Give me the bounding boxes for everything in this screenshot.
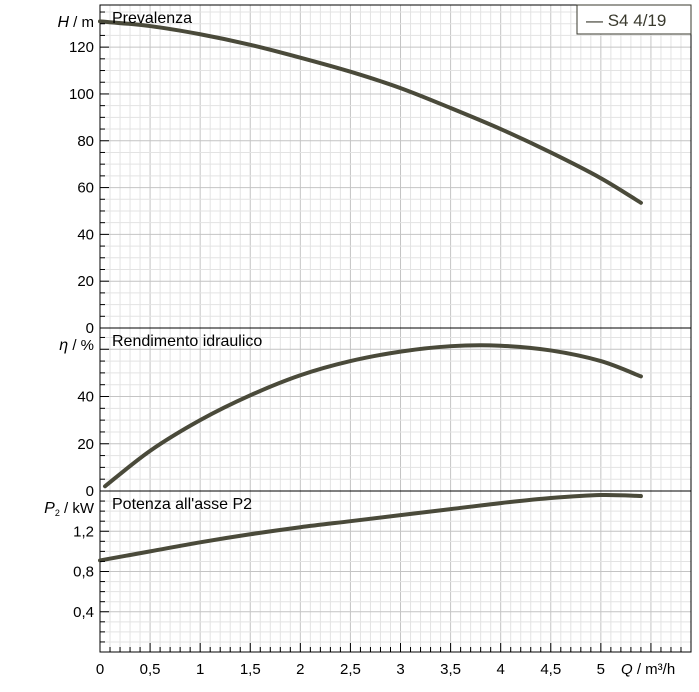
y-axis-label-power: P2 / kW — [44, 500, 95, 518]
x-tick-label: 2,5 — [340, 661, 361, 678]
chart-frame — [99, 4, 692, 653]
y-tick-label-head: 120 — [69, 39, 94, 56]
x-tick-label: 5 — [597, 661, 605, 678]
y-tick-label-head: 60 — [77, 180, 94, 197]
legend: — S4 4/19 — [576, 4, 692, 35]
panel-title-power: Potenza all'asse P2 — [112, 496, 252, 513]
y-tick-label-head: 0 — [86, 320, 94, 337]
x-tick-label: 2 — [296, 661, 304, 678]
y-tick-label-head: 40 — [77, 226, 94, 243]
curve-power — [98, 492, 643, 563]
y-tick-label-power: 1,2 — [73, 523, 94, 540]
x-tick-label: 3 — [396, 661, 404, 678]
y-tick-label-power: 0,4 — [73, 604, 94, 621]
legend-entry-s4-4-19: — S4 4/19 — [586, 11, 666, 30]
x-tick-label: 4 — [497, 661, 505, 678]
y-tick-label-head: 20 — [77, 273, 94, 290]
x-axis-label: Q / m³/h — [621, 661, 675, 678]
y-tick-label-efficiency: 40 — [77, 389, 94, 406]
axis-labels: 0 0,5 1 1,5 2 2,5 3 3,5 4 4,5 5 Q / m³/h 0 20 40 60 80 10… — [44, 10, 675, 678]
x-tick-label: 0,5 — [140, 661, 161, 678]
y-tick-label-head: 80 — [77, 133, 94, 150]
x-tick-label: 3,5 — [440, 661, 461, 678]
legend-box — [576, 4, 692, 35]
panel-title-efficiency: Rendimento idraulico — [112, 333, 262, 350]
y-axis-label-efficiency: η / % — [59, 337, 94, 354]
curves — [98, 19, 643, 563]
y-axis-label-head: H / m — [57, 14, 94, 31]
y-tick-label-efficiency: 0 — [86, 483, 94, 500]
x-tick-label: 0 — [96, 661, 104, 678]
y-tick-label-power: 0,8 — [73, 564, 94, 581]
curve-head — [98, 19, 643, 205]
axis-ticks — [99, 11, 682, 653]
x-tick-label: 1,5 — [240, 661, 261, 678]
panel-frame-head — [99, 4, 692, 329]
curve-efficiency — [103, 343, 643, 489]
x-tick-label: 4,5 — [540, 661, 561, 678]
x-tick-label: 1 — [196, 661, 204, 678]
panel-title-head: Prevalenza — [112, 10, 192, 27]
y-tick-label-efficiency: 20 — [77, 436, 94, 453]
y-tick-label-head: 100 — [69, 86, 94, 103]
